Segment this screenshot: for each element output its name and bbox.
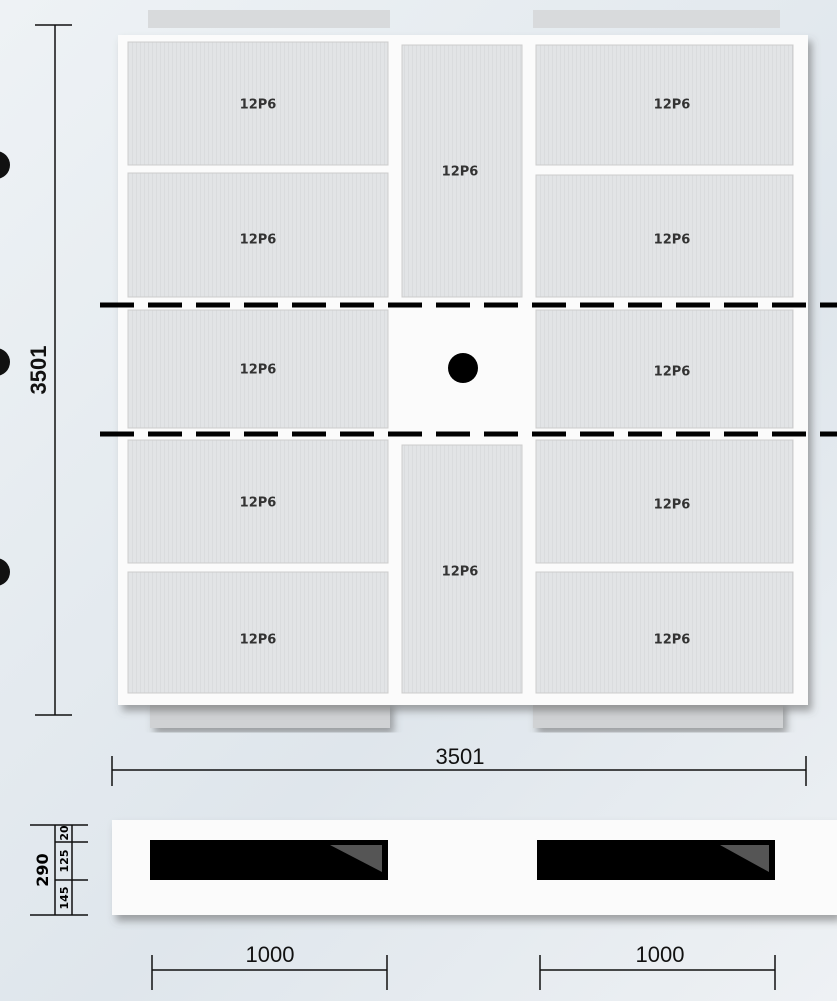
panel-label: 12P6 bbox=[654, 98, 691, 113]
panel-label: 12P6 bbox=[654, 633, 691, 648]
panel-label: 12P6 bbox=[442, 165, 479, 180]
left-markers bbox=[0, 151, 10, 586]
panel-label: 12P6 bbox=[240, 233, 277, 248]
dimensions: 3501 3501 bbox=[26, 24, 807, 786]
panel-label: 12P6 bbox=[240, 633, 277, 648]
panel-label: 12P6 bbox=[240, 496, 277, 511]
panel-label: 12P6 bbox=[654, 365, 691, 380]
top-view: 12P6 12P6 12P6 12P6 12P6 12P6 12P6 12P6 … bbox=[100, 10, 837, 728]
opening-label: 1000 bbox=[636, 942, 685, 967]
panel-label: 12P6 bbox=[240, 98, 277, 113]
side-view: 290 145 125 20 1000 1000 bbox=[30, 820, 837, 990]
opening-label: 1000 bbox=[246, 942, 295, 967]
part-label: 145 bbox=[58, 887, 71, 910]
panel-label: 12P6 bbox=[442, 565, 479, 580]
panel-label: 12P6 bbox=[654, 233, 691, 248]
height-label: 3501 bbox=[26, 346, 51, 395]
panel-label: 12P6 bbox=[240, 363, 277, 378]
part-label: 125 bbox=[58, 850, 71, 873]
part-label: 20 bbox=[58, 825, 71, 841]
width-label: 3501 bbox=[436, 744, 485, 769]
side-height-label: 290 bbox=[33, 853, 52, 886]
panel-label: 12P6 bbox=[654, 498, 691, 513]
